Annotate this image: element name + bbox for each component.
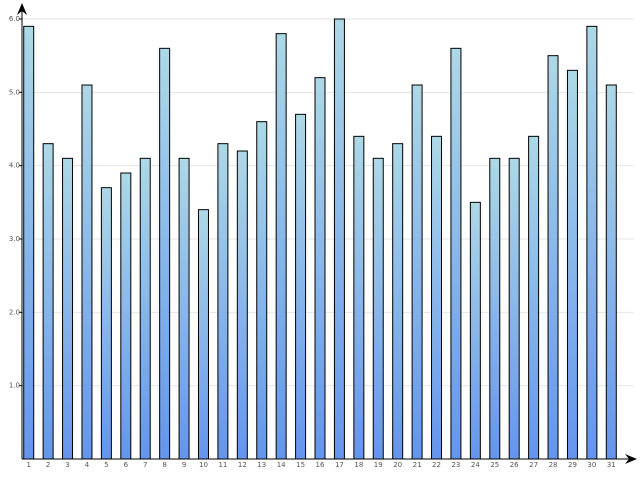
x-tick-label: 21 <box>413 461 422 469</box>
x-axis-arrow-icon <box>625 454 637 464</box>
bar-12 <box>236 150 248 460</box>
bar-4 <box>81 84 93 460</box>
x-tick-label: 8 <box>162 461 166 469</box>
bar-19 <box>372 157 384 460</box>
x-tick-label: 16 <box>316 461 325 469</box>
bar-3 <box>62 157 74 460</box>
x-tick-label: 31 <box>607 461 616 469</box>
x-tick-label: 17 <box>335 461 344 469</box>
bar-2 <box>42 143 54 460</box>
y-tick-label: 6.0 <box>9 15 20 23</box>
axes <box>17 3 637 464</box>
x-tick-label: 27 <box>529 461 538 469</box>
x-tick-label: 11 <box>218 461 227 469</box>
y-tick-labels: 1.0 2.0 3.0 4.0 5.0 6.0 <box>9 15 22 390</box>
y-tick-label: 5.0 <box>9 88 20 96</box>
x-tick-label: 12 <box>238 461 247 469</box>
x-tick-label: 5 <box>104 461 108 469</box>
bar-9 <box>178 157 190 460</box>
y-tick-label: 3.0 <box>9 235 20 243</box>
bar-22 <box>431 135 443 460</box>
y-tick-label: 1.0 <box>9 382 20 390</box>
x-tick-label: 4 <box>85 461 90 469</box>
bar-28 <box>547 55 559 460</box>
x-tick-label: 3 <box>65 461 69 469</box>
bar-29 <box>566 69 578 460</box>
bar-16 <box>314 77 326 460</box>
x-tick-label: 24 <box>471 461 480 469</box>
bar-10 <box>197 209 209 460</box>
x-tick-label: 9 <box>182 461 186 469</box>
bar-7 <box>139 157 151 460</box>
bar-1 <box>23 25 35 460</box>
x-tick-label: 22 <box>432 461 441 469</box>
bar-8 <box>159 47 171 460</box>
x-tick-label: 25 <box>490 461 499 469</box>
x-tick-label: 2 <box>46 461 50 469</box>
x-tick-labels: 1 2 3 4 5 6 7 8 9 10 11 12 13 14 15 16 17 18 19 20 21 22 23 24 2… <box>26 461 615 469</box>
x-tick-label: 1 <box>26 461 30 469</box>
x-tick-label: 18 <box>354 461 363 469</box>
x-tick-label: 28 <box>549 461 558 469</box>
bar-25 <box>489 157 501 460</box>
x-tick-label: 23 <box>451 461 460 469</box>
bar-15 <box>295 113 307 460</box>
x-tick-label: 30 <box>587 461 596 469</box>
bar-11 <box>217 143 229 460</box>
x-tick-label: 29 <box>568 461 577 469</box>
bar-26 <box>508 157 520 460</box>
x-tick-label: 20 <box>393 461 402 469</box>
bar-21 <box>411 84 423 460</box>
x-tick-label: 26 <box>510 461 519 469</box>
y-tick-label: 4.0 <box>9 162 20 170</box>
bar-31 <box>605 84 617 460</box>
bar-20 <box>392 143 404 460</box>
x-tick-label: 7 <box>143 461 147 469</box>
bar-18 <box>353 135 365 460</box>
x-tick-label: 13 <box>257 461 266 469</box>
gridlines <box>22 18 634 387</box>
y-axis-arrow-icon <box>17 3 27 15</box>
bar-14 <box>275 33 287 460</box>
bar-30 <box>586 25 598 460</box>
bar-17 <box>333 18 345 460</box>
x-tick-label: 6 <box>124 461 129 469</box>
bar-13 <box>256 121 268 460</box>
x-tick-label: 15 <box>296 461 305 469</box>
x-tick-label: 10 <box>199 461 208 469</box>
bar-23 <box>450 47 462 460</box>
bar-27 <box>528 135 540 460</box>
bar-5 <box>100 187 112 460</box>
x-tick-label: 14 <box>277 461 286 469</box>
y-tick-label: 2.0 <box>9 308 20 316</box>
bar-24 <box>469 201 481 460</box>
x-tick-label: 19 <box>374 461 383 469</box>
bar-6 <box>120 172 132 460</box>
